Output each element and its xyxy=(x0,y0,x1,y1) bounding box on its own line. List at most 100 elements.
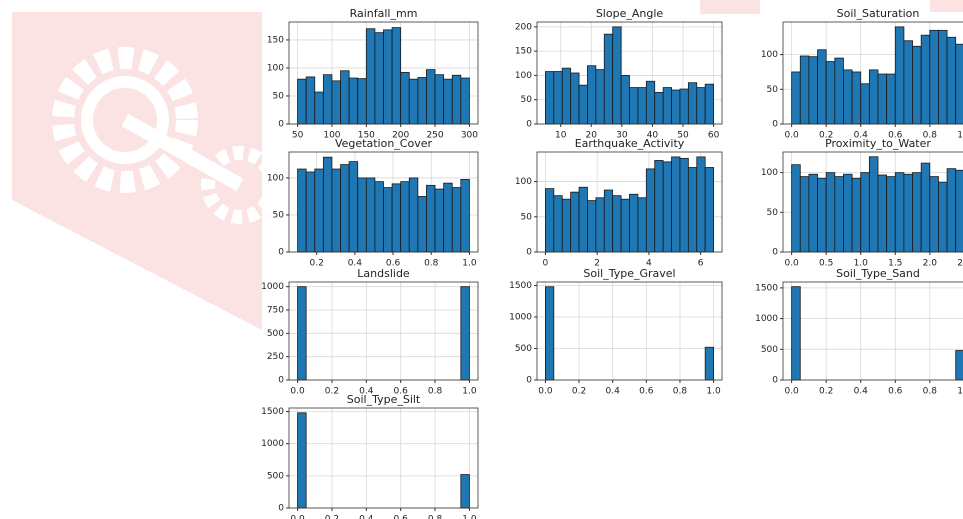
bar xyxy=(444,183,453,252)
y-tick-label: 50 xyxy=(273,91,285,101)
x-tick-label: 2.5 xyxy=(957,259,963,269)
bar xyxy=(655,92,663,124)
y-tick-label: 500 xyxy=(515,344,532,354)
subplot-title: Soil_Type_Sand xyxy=(836,267,920,280)
bar xyxy=(956,351,963,380)
bar xyxy=(655,160,663,252)
bar xyxy=(947,169,956,252)
bar xyxy=(461,78,470,124)
x-tick-label: 0.6 xyxy=(639,387,654,397)
bar xyxy=(545,189,553,252)
subplot-title: Proximity_to_Water xyxy=(825,137,931,150)
bar xyxy=(596,70,604,124)
watermark-block xyxy=(930,0,963,12)
y-tick-label: 50 xyxy=(767,85,779,95)
subplot: Soil_Type_Sand0500100015000.00.20.40.60.… xyxy=(755,267,963,397)
bar xyxy=(630,194,638,252)
bar xyxy=(843,174,852,252)
bar xyxy=(401,182,410,252)
bar xyxy=(672,90,680,124)
bar xyxy=(298,413,307,508)
bar xyxy=(697,157,705,252)
y-tick-label: 0 xyxy=(278,120,284,130)
bar xyxy=(852,72,861,124)
bar xyxy=(947,37,956,124)
bar xyxy=(341,71,350,124)
x-tick-label: 0.0 xyxy=(290,515,305,519)
x-tick-label: 0.4 xyxy=(359,515,374,519)
bar xyxy=(604,190,612,252)
y-tick-label: 250 xyxy=(267,352,284,362)
subplot-title: Landslide xyxy=(357,267,410,280)
bar xyxy=(852,178,861,252)
y-tick-label: 0 xyxy=(278,504,284,514)
bar xyxy=(938,182,947,252)
bar xyxy=(461,287,470,380)
bar xyxy=(930,30,939,124)
subplot: Landslide025050075010000.00.20.40.60.81.… xyxy=(261,267,478,397)
y-tick-label: 0 xyxy=(772,120,778,130)
bar xyxy=(809,57,818,124)
bar xyxy=(792,72,801,124)
bar xyxy=(587,201,595,252)
bar xyxy=(562,199,570,252)
bar xyxy=(461,475,470,508)
bar xyxy=(587,66,595,124)
bar xyxy=(613,27,621,124)
bar xyxy=(680,158,688,252)
x-tick-label: 0.2 xyxy=(325,515,339,519)
bar xyxy=(358,178,367,252)
y-tick-label: 0 xyxy=(526,376,532,386)
bar xyxy=(861,84,870,124)
bar xyxy=(921,163,930,252)
x-tick-label: 60 xyxy=(708,131,720,141)
bar xyxy=(426,70,435,124)
bar xyxy=(579,85,587,124)
y-tick-label: 100 xyxy=(761,168,778,178)
bar xyxy=(452,75,461,124)
y-tick-label: 0 xyxy=(278,248,284,258)
bar xyxy=(638,198,646,252)
x-tick-label: 0.2 xyxy=(572,387,586,397)
bar xyxy=(956,44,963,124)
bar xyxy=(461,179,470,252)
bar xyxy=(418,77,427,124)
x-tick-label: 0.6 xyxy=(888,387,903,397)
plots: Rainfall_mm05010015050100150200250300Slo… xyxy=(261,7,963,519)
x-tick-label: 1.0 xyxy=(462,259,477,269)
bar xyxy=(705,347,713,380)
bar xyxy=(384,30,393,124)
x-tick-label: 300 xyxy=(461,131,478,141)
y-tick-label: 0 xyxy=(772,248,778,258)
subplot: Proximity_to_Water0501000.00.51.01.52.02… xyxy=(761,137,963,269)
bar xyxy=(298,79,307,124)
bar xyxy=(596,198,604,252)
bar xyxy=(571,73,579,124)
bar xyxy=(895,173,904,252)
x-tick-label: 0.8 xyxy=(428,515,443,519)
x-tick-label: 0.0 xyxy=(538,387,553,397)
bar xyxy=(554,72,562,124)
bar xyxy=(904,174,913,252)
y-tick-label: 500 xyxy=(267,471,284,481)
subplot-title: Soil_Type_Gravel xyxy=(583,267,675,280)
subplot-title: Soil_Saturation xyxy=(837,7,920,20)
y-tick-label: 100 xyxy=(267,63,284,73)
bar xyxy=(792,287,801,380)
bar xyxy=(571,192,579,252)
bar xyxy=(545,287,553,380)
bar xyxy=(349,78,358,124)
bar xyxy=(688,167,696,252)
bar xyxy=(323,157,332,252)
y-tick-label: 500 xyxy=(761,345,778,355)
x-tick-label: 0.8 xyxy=(673,387,688,397)
bar xyxy=(545,72,553,124)
subplot: Soil_Saturation0501000.00.20.40.60.81.0 xyxy=(761,7,963,141)
subplot: Soil_Type_Silt0500100015000.00.20.40.60.… xyxy=(261,393,478,519)
bar xyxy=(409,79,418,124)
bar xyxy=(878,74,887,124)
bar xyxy=(956,170,963,252)
bar xyxy=(366,29,375,124)
x-tick-label: 0.8 xyxy=(424,259,439,269)
